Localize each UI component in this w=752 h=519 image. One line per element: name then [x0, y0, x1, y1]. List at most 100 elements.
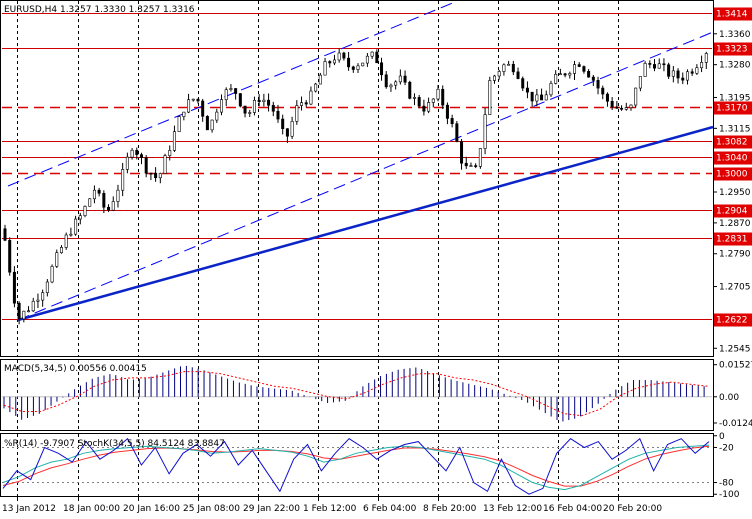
candle-body	[290, 121, 294, 137]
x-tick-label: 1 Feb 12:00	[303, 504, 357, 514]
candle-body	[3, 228, 7, 241]
x-tick-label: 13 Jan 2012	[2, 504, 56, 514]
candle-body	[300, 102, 304, 106]
candle-body	[700, 62, 704, 69]
candle-body	[535, 94, 539, 102]
candle-body	[497, 71, 501, 77]
candle-body	[135, 149, 139, 155]
candle-body	[215, 111, 219, 121]
candle-body	[8, 240, 12, 273]
candle-body	[573, 64, 577, 74]
x-tick-label: 16 Feb 04:00	[543, 504, 602, 514]
main-title: EURUSD,H4 1.3257 1.3330 1.3257 1.3316	[4, 5, 195, 15]
price-level-label: 1.2622	[716, 316, 748, 326]
candle-body	[304, 102, 308, 105]
price-level-tag	[714, 42, 752, 56]
candle-body	[422, 105, 426, 112]
price-level-tag	[714, 204, 752, 218]
candle-body	[351, 66, 355, 70]
candle-body	[201, 100, 205, 117]
candle-body	[69, 233, 73, 236]
y-tick-label: 1.3195	[719, 93, 751, 103]
x-tick-label: 6 Feb 04:00	[363, 504, 417, 514]
candle-body	[648, 63, 652, 65]
candle-body	[205, 116, 209, 131]
price-level-label: 1.3323	[716, 45, 748, 55]
price-level-label: 1.3170	[716, 104, 748, 114]
candle-body	[695, 67, 699, 74]
y-tick-label: 1.3280	[719, 61, 751, 71]
candle-body	[375, 51, 379, 64]
x-tick-label: 18 Jan 00:00	[63, 504, 120, 514]
candle-body	[59, 247, 63, 253]
candle-body	[158, 173, 162, 179]
x-tick-label: 8 Feb 20:00	[423, 504, 477, 514]
candle-body	[521, 78, 525, 89]
candle-body	[347, 57, 351, 68]
candle-body	[130, 149, 134, 158]
candle-body	[243, 105, 247, 114]
candle-body	[455, 123, 459, 142]
candle-body	[624, 107, 628, 110]
candle-body	[474, 165, 478, 167]
price-level-tag	[714, 313, 752, 327]
candle-body	[36, 299, 40, 302]
oscillator-y-tick-label: -100	[719, 490, 740, 500]
candle-body	[380, 62, 384, 76]
candle-body	[568, 73, 572, 76]
candle-body	[88, 198, 92, 207]
candle-body	[252, 100, 256, 113]
candle-body	[408, 81, 412, 99]
candle-body	[337, 52, 341, 61]
candle-body	[92, 189, 96, 200]
price-level-tag	[714, 7, 752, 21]
candle-body	[229, 88, 233, 90]
candle-body	[478, 148, 482, 167]
candle-body	[427, 102, 431, 112]
candle-body	[577, 64, 581, 67]
candle-body	[191, 98, 195, 101]
candle-body	[511, 63, 515, 73]
candle-body	[431, 98, 435, 103]
macd-signal-line	[3, 371, 709, 417]
candle-body	[610, 101, 614, 108]
candle-body	[74, 218, 78, 235]
candle-body	[365, 55, 369, 64]
price-level-label: 1.3000	[716, 170, 748, 180]
oscillator-series	[2, 437, 712, 495]
candle-body	[389, 84, 393, 88]
oscillator-title: %R(14) -9.7907 StochK(34,5,5) 84.5124 83…	[4, 439, 225, 449]
stoch-d-line	[2, 445, 710, 487]
candle-body	[285, 128, 289, 137]
williams-r-line	[2, 437, 710, 495]
candle-body	[403, 75, 407, 83]
price-level-label: 1.2904	[716, 207, 748, 217]
candle-body	[50, 266, 54, 283]
candle-body	[342, 52, 346, 59]
x-tick-label: 13 Feb 12:00	[483, 504, 542, 514]
candle-body	[234, 88, 238, 94]
candle-body	[55, 252, 59, 267]
candle-body	[314, 83, 318, 92]
candle-body	[445, 104, 449, 119]
candle-body	[111, 201, 115, 211]
candle-body	[102, 193, 106, 208]
candle-body	[177, 116, 181, 132]
candle-body	[460, 141, 464, 164]
candle-body	[125, 156, 129, 170]
candle-body	[638, 76, 642, 89]
candle-body	[412, 97, 416, 99]
candle-body	[676, 70, 680, 79]
candle-body	[620, 107, 624, 110]
candle-body	[361, 62, 365, 67]
y-tick-label: 1.2705	[719, 283, 751, 293]
macd-y-tick-label: -0.01246	[719, 419, 752, 429]
candle-body	[154, 172, 158, 179]
y-tick-label: 1.2870	[719, 219, 751, 229]
candle-body	[182, 111, 186, 117]
y-tick-label: 1.2790	[719, 250, 751, 260]
candle-body	[507, 63, 511, 66]
candle-body	[483, 114, 487, 149]
macd-title: MACD(5,34,5) 0.00556 0.00415	[4, 364, 147, 374]
